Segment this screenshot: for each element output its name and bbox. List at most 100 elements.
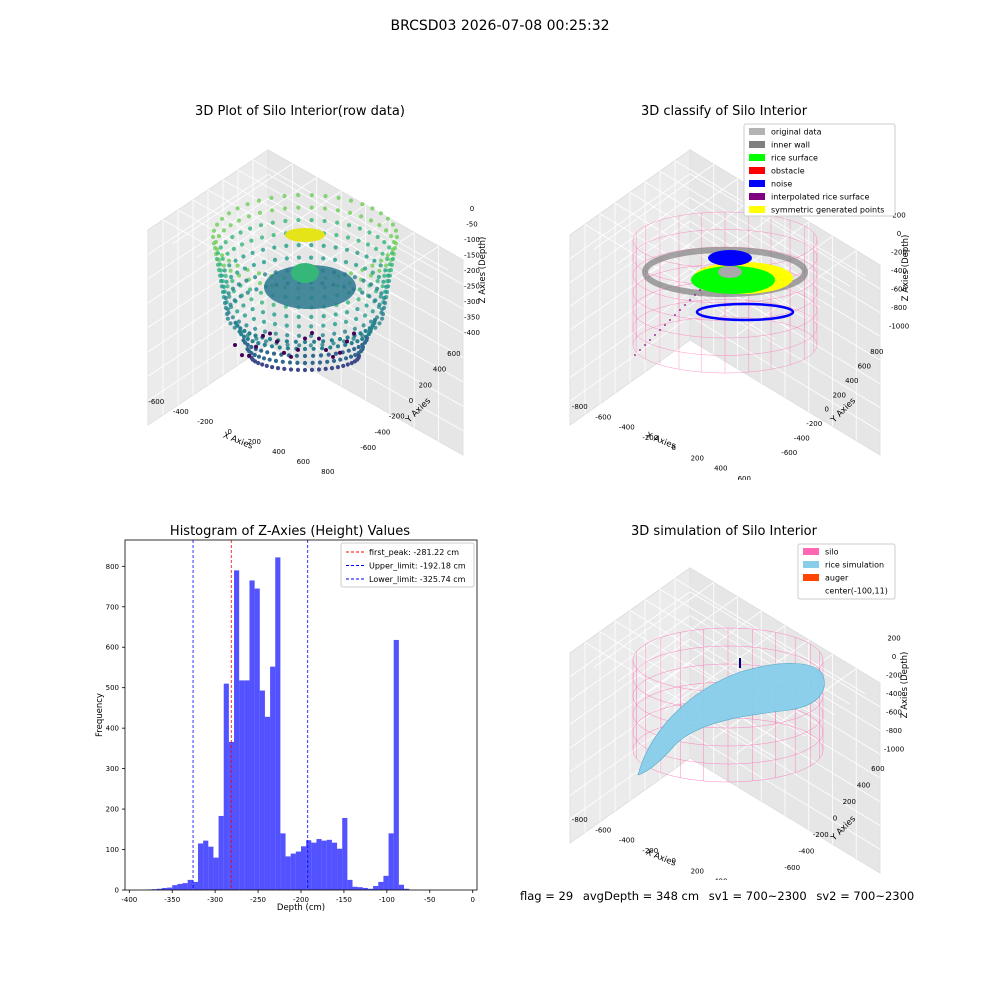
raw-point [318,353,324,358]
histogram-frame [124,539,478,891]
classify-y-tick-label: 800 [870,348,883,356]
histogram-x-tick-label: -300 [207,896,223,904]
raw-point [284,256,289,261]
raw-point [241,334,247,339]
simulation-x-tick-label: 400 [714,878,727,880]
raw-point [217,262,223,267]
simulation-z-tick-label: -800 [886,727,902,735]
raw-point [260,247,266,252]
simulation-y-tick-label: 0 [833,815,837,823]
raw-point [247,331,252,336]
raw-point [223,273,228,278]
classify-legend-swatch [749,206,765,213]
raw-point [213,239,219,245]
raw-point [346,348,351,353]
raw-point [347,210,353,215]
histogram-bar [280,833,286,890]
histogram-bar [373,885,379,890]
histogram-bar [326,839,332,890]
classify-rice-surface-points [691,266,775,294]
raw-point [346,223,352,228]
classify-y-tick-label: -400 [794,434,810,442]
raw-point [219,273,224,278]
raw-point [375,278,380,284]
raw-point [284,339,289,344]
raw-point [320,342,325,347]
classify-z-tick-label: -600 [891,286,907,294]
histogram-legend-frame [340,542,475,588]
raw-point [335,365,340,370]
raw-point [256,354,262,359]
raw-point [271,233,276,238]
raw-point [320,346,325,351]
raw-point [359,214,364,219]
raw-point [275,366,281,371]
raw-point [267,337,273,342]
classify-grid [689,315,881,432]
classify-legend-label: original data [771,128,822,137]
raw-point [270,208,275,213]
raw-point [338,357,343,362]
raw-point [382,300,388,306]
raw-z-tick-label: -300 [464,298,480,306]
raw-point [331,354,335,359]
simulation-x-tick-label: -600 [595,826,611,834]
raw-point [377,302,382,307]
histogram-y-tick-label: 500 [106,684,119,692]
raw-point [230,286,235,291]
simulation-grid [599,631,791,748]
simulation-z-tick-label: 0 [892,653,896,661]
raw-point [378,263,383,268]
raw-point [227,294,232,299]
histogram-y-tick-label: 800 [106,563,119,571]
raw-point [295,367,301,372]
classify-z-tick-label: -400 [891,267,907,275]
raw-point [215,251,221,256]
simulation-y-tick-label: -200 [813,831,829,839]
raw-point [361,278,366,283]
raw-point [323,366,328,371]
raw-point [356,238,361,243]
histogram-x-tick-label: -250 [250,896,266,904]
raw-point [221,263,226,268]
raw-point [225,316,230,321]
raw-grid [267,320,464,431]
raw-top-cap [285,228,325,242]
raw-point [343,342,348,347]
sv1-text: sv1 = 700~2300 [708,889,807,903]
raw-point [232,298,237,303]
raw-point [250,339,255,344]
raw-point [268,331,272,336]
raw-point [287,360,293,365]
simulation-x-tick-label: 0 [672,857,676,865]
raw-x-tick-label: 800 [321,468,334,476]
simulation-grid [569,662,691,749]
raw-point [317,360,323,365]
raw-point [393,228,399,233]
raw-point [238,326,243,331]
raw-z-tick-label: -400 [464,329,480,337]
raw-point [228,321,233,326]
histogram-bar [295,851,301,890]
raw-y-tick-label: 0 [409,397,413,405]
simulation-3d-plot: -800-600-400-2000200400600-600-400-20002… [569,543,910,880]
raw-point [260,362,265,367]
raw-point [296,193,301,198]
raw-point [251,262,256,268]
histogram-bar [156,888,162,890]
raw-point [260,310,266,315]
raw-point [309,205,314,210]
raw-point [224,279,229,284]
raw-point [226,258,232,263]
classify-legend-swatch [749,141,765,148]
histogram-bar [398,884,405,890]
histogram-bar [301,846,307,890]
raw-point [303,336,307,341]
raw-point [256,198,262,203]
raw-point [363,328,368,334]
raw-point [380,251,385,256]
simulation-silo-ring [632,663,824,729]
raw-x-tick-label: -600 [148,398,164,406]
classify-x-tick-label: -800 [572,403,588,411]
raw-point [389,251,395,256]
